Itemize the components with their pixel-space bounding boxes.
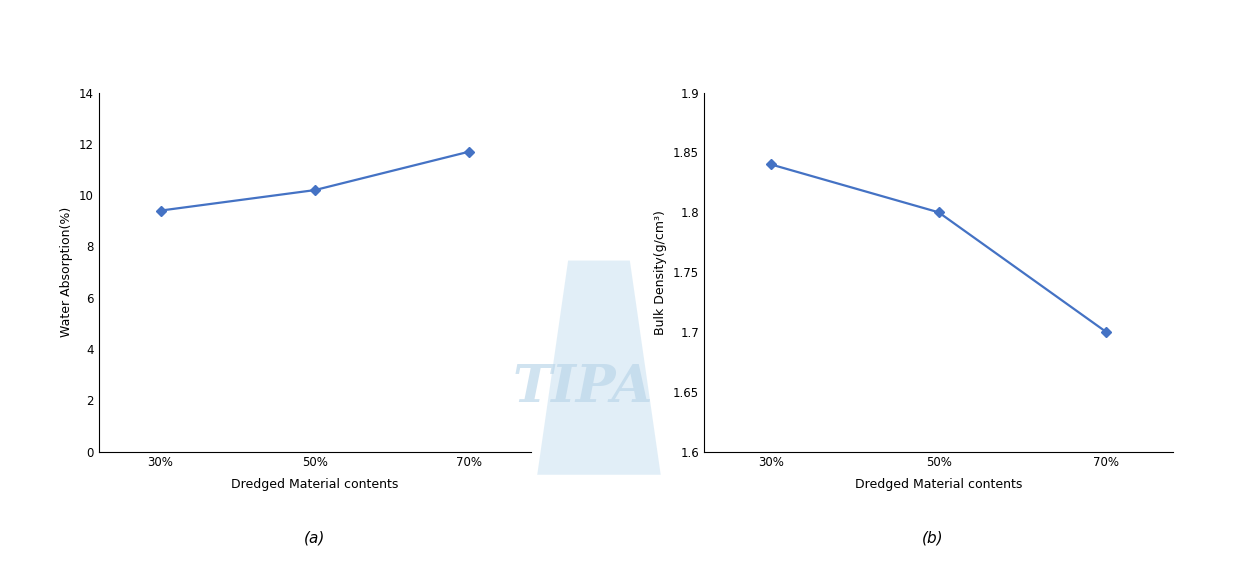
X-axis label: Dredged Material contents: Dredged Material contents: [855, 478, 1023, 491]
Text: (a): (a): [304, 531, 326, 546]
Y-axis label: Bulk Density(g/cm³): Bulk Density(g/cm³): [655, 210, 667, 335]
X-axis label: Dredged Material contents: Dredged Material contents: [231, 478, 399, 491]
Y-axis label: Water Absorption(%): Water Absorption(%): [61, 207, 73, 337]
Text: (b): (b): [921, 531, 944, 546]
Text: TIPA: TIPA: [513, 362, 653, 413]
